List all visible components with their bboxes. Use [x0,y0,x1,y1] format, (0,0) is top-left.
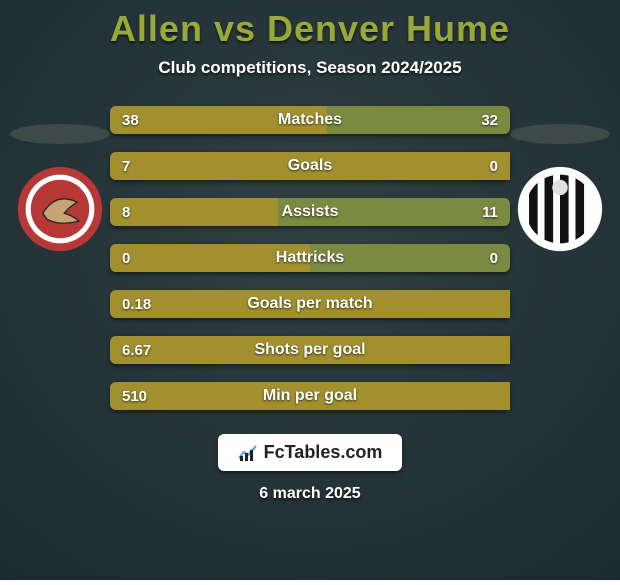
crest-shadow-left [10,124,110,144]
crest-right-svg [517,166,603,252]
stat-row: 510 Min per goal [110,382,510,410]
bar-segment-left [110,198,278,226]
comparison-bars: 38Matches327Goals08Assists110Hattricks00… [0,106,620,410]
stat-label: Min per goal [263,387,357,405]
stat-value-left: 510 [122,388,147,405]
page-title: Allen vs Denver Hume [110,8,510,50]
stat-value-left: 0.18 [122,296,151,313]
stat-label: Matches [278,111,342,129]
stat-value-left: 6.67 [122,342,151,359]
crest-shadow-right [510,124,610,144]
stat-value-left: 8 [122,204,130,221]
stat-value-left: 0 [122,250,130,267]
content-wrap: Allen vs Denver Hume Club competitions, … [0,0,620,580]
stat-label: Assists [282,203,339,221]
footer-date: 6 march 2025 [259,485,360,503]
stat-value-right: 0 [490,250,498,267]
stat-value-right: 32 [481,112,498,129]
stat-value-left: 7 [122,158,130,175]
stat-row: 0 Hattricks 0 [110,244,510,272]
stat-row: 0.18 Goals per match [110,290,510,318]
stat-value-left: 38 [122,112,139,129]
stat-row: 8 Assists 11 [110,198,510,226]
stat-row: 6.67 Shots per goal [110,336,510,364]
stat-label: Shots per goal [254,341,365,359]
subtitle: Club competitions, Season 2024/2025 [158,58,461,78]
chart-icon [238,444,258,462]
stat-value-right: 0 [490,158,498,175]
crest-left [17,166,103,252]
stat-row: 7 Goals 0 [110,152,510,180]
stat-value-right: 11 [482,204,498,221]
stat-label: Goals per match [247,295,372,313]
stat-row: 38 Matches 32 [110,106,510,134]
crest-left-svg [17,166,103,252]
crest-right [517,166,603,252]
stat-label: Goals [288,157,332,175]
stat-label: Hattricks [276,249,344,267]
footer-logo[interactable]: FcTables.com [218,434,403,471]
footer-logo-text: FcTables.com [264,442,383,463]
